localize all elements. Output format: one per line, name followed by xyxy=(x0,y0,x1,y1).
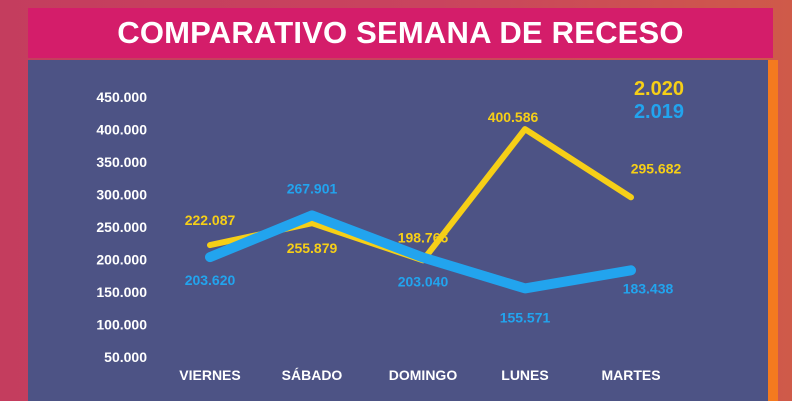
x-category-label: DOMINGO xyxy=(389,367,458,383)
series-lines xyxy=(205,126,636,294)
y-tick-label: 350.000 xyxy=(96,154,147,170)
data-label-2020: 295.682 xyxy=(631,160,682,176)
title-bar: COMPARATIVO SEMANA DE RECESO xyxy=(28,8,773,58)
y-tick-label: 100.000 xyxy=(96,317,147,333)
data-label-2020: 198.766 xyxy=(398,229,449,245)
series-line-2019 xyxy=(205,210,636,294)
accent-stripe xyxy=(768,60,778,401)
legend-item-2020: 2.020 xyxy=(634,78,684,100)
y-tick-label: 400.000 xyxy=(96,122,147,138)
legend-item-2019: 2.019 xyxy=(634,101,684,123)
data-label-2020: 255.879 xyxy=(287,240,338,256)
x-category-label: SÁBADO xyxy=(282,367,343,383)
data-label-2020: 400.586 xyxy=(488,109,539,125)
y-tick-label: 150.000 xyxy=(96,284,147,300)
y-tick-label: 300.000 xyxy=(96,187,147,203)
chart-title: COMPARATIVO SEMANA DE RECESO xyxy=(117,15,684,50)
x-axis-categories: VIERNES SÁBADO DOMINGO LUNES MARTES xyxy=(179,367,660,383)
data-labels: 222.087 255.879 198.766 400.586 295.682 203.6… xyxy=(185,109,682,325)
chart-panel xyxy=(28,60,768,401)
y-tick-label: 50.000 xyxy=(104,349,147,365)
y-tick-label: 200.000 xyxy=(96,252,147,268)
data-label-2019: 183.438 xyxy=(623,280,674,296)
y-tick-label: 450.000 xyxy=(96,89,147,105)
x-category-label: MARTES xyxy=(601,367,660,383)
x-category-label: VIERNES xyxy=(179,367,240,383)
data-label-2019: 155.571 xyxy=(500,309,551,325)
line-chart: 450.000 400.000 350.000 300.000 250.000 200.0… xyxy=(96,78,684,383)
data-label-2019: 203.620 xyxy=(185,272,236,288)
y-axis-ticks: 450.000 400.000 350.000 300.000 250.000 200.0… xyxy=(96,89,147,365)
y-tick-label: 250.000 xyxy=(96,219,147,235)
data-label-2019: 267.901 xyxy=(287,180,338,196)
data-label-2019: 203.040 xyxy=(398,274,449,290)
data-label-2020: 222.087 xyxy=(185,212,236,228)
x-category-label: LUNES xyxy=(501,367,548,383)
